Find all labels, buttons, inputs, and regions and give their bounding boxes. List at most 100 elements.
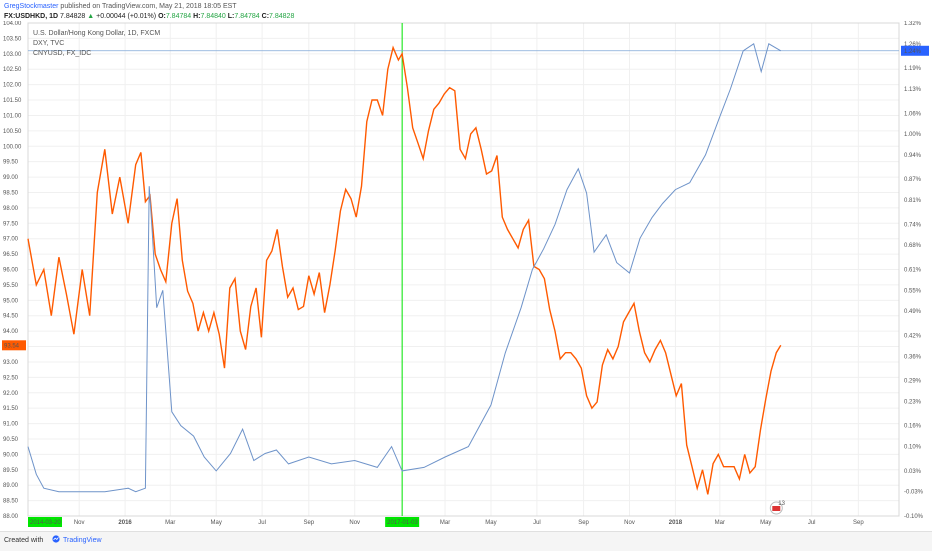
left-axis: 104.00 103.50 103.00 102.50 102.00 101.50 101.…: [3, 21, 22, 520]
left-tick-label: 103.00: [3, 52, 22, 58]
left-tick-label: 94.00: [3, 329, 19, 335]
left-tick-label: 102.00: [3, 83, 22, 89]
right-tick-label: 1.13%: [904, 87, 922, 93]
badges: 93.54 1.24% 13: [2, 45, 929, 515]
high-value: 7.84840: [200, 13, 226, 20]
high-label: H:: [193, 13, 201, 20]
us-flag-icon: [772, 506, 781, 511]
right-tick-label: 0.23%: [904, 399, 922, 405]
left-tick-label: 93.00: [3, 360, 19, 366]
symbol-label: FX:USDHKD, 1D: [4, 13, 59, 20]
low-label: L:: [227, 13, 235, 20]
x-tick-label: Mar: [440, 520, 450, 526]
right-tick-label: 0.55%: [904, 288, 922, 294]
price-value: 7.84828: [60, 13, 86, 20]
right-tick-label: 0.94%: [904, 153, 922, 159]
right-tick-label: 0.81%: [904, 198, 922, 204]
tradingview-link[interactable]: TradingView: [63, 537, 102, 544]
x-tick-label: Nov: [349, 520, 360, 526]
up-arrow-icon: ▲: [87, 13, 95, 20]
right-tick-label: 0.03%: [904, 469, 922, 475]
published-text: published on TradingView.com, May 21, 20…: [60, 3, 237, 10]
low-value: 7.84784: [234, 13, 260, 20]
author-link[interactable]: GregStockmaster: [4, 3, 59, 10]
close-label: C:: [261, 13, 270, 20]
left-tick-label: 88.00: [3, 514, 19, 520]
x-tick-label: Sep: [578, 520, 589, 526]
chart-svg[interactable]: 104.00 103.50 103.00 102.50 102.00 101.50 101.…: [0, 21, 932, 531]
x-date-badge: [385, 517, 420, 527]
tradingview-logo-icon: [52, 535, 60, 543]
x-tick-label: Nov: [74, 520, 85, 526]
left-tick-label: 96.50: [3, 252, 19, 258]
symbol-line: FX:USDHKD, 1D 7.84828 ▲ +0.00044 (+0.01%…: [4, 13, 294, 20]
left-tick-label: 101.50: [3, 98, 22, 104]
dxy-series-line: [27, 42, 782, 493]
open-label: O:: [158, 13, 166, 20]
left-tick-label: 98.50: [3, 190, 19, 196]
left-tick-label: 99.50: [3, 160, 19, 166]
legend-usdhkd: U.S. Dollar/Hong Kong Dollar, 1D, FXCM: [33, 30, 160, 37]
right-tick-label: 0.16%: [904, 424, 922, 430]
usdhkd-series-line: [27, 45, 782, 495]
x-tick-label: May: [485, 520, 496, 526]
right-tick-label: 0.61%: [904, 268, 922, 274]
event-count: 13: [778, 501, 785, 507]
right-tick-label: -0.10%: [904, 514, 924, 520]
right-tick-label: 1.19%: [904, 66, 922, 72]
left-tick-label: 104.00: [3, 21, 22, 27]
left-tick-label: 88.50: [3, 499, 19, 505]
right-tick-label: -0.03%: [904, 490, 924, 496]
x-axis: 2014-03-20 Nov 2016 Mar May Jul Sep Nov 2017-01-…: [28, 517, 864, 527]
left-tick-label: 99.00: [3, 175, 19, 181]
grid: [28, 22, 899, 517]
left-tick-label: 94.50: [3, 314, 19, 320]
x-tick-label: 2016: [118, 520, 132, 526]
left-tick-label: 89.00: [3, 483, 19, 489]
x-tick-label: Jul: [808, 520, 816, 526]
right-tick-label: 0.68%: [904, 243, 922, 249]
x-tick-label: Sep: [303, 520, 314, 526]
left-tick-label: 89.50: [3, 468, 19, 474]
left-tick-label: 92.50: [3, 375, 19, 381]
right-tick-label: 0.74%: [904, 222, 922, 228]
x-tick-label: May: [211, 520, 222, 526]
right-tick-label: 1.00%: [904, 132, 922, 138]
left-tick-label: 90.50: [3, 437, 19, 443]
left-tick-label: 92.00: [3, 391, 19, 397]
x-tick-label: 2014-03-20: [30, 520, 61, 526]
left-tick-label: 98.00: [3, 206, 19, 212]
right-price-badge: [901, 45, 929, 56]
change-value: +0.00044 (+0.01%): [96, 13, 157, 20]
close-value: 7.84828: [269, 13, 295, 20]
publish-line: GregStockmaster published on TradingView…: [4, 3, 237, 10]
left-tick-label: 100.00: [3, 144, 22, 150]
right-tick-label: 0.42%: [904, 333, 922, 339]
footer: Created with TradingView: [0, 531, 932, 551]
left-tick-label: 96.00: [3, 268, 19, 274]
x-tick-label: Mar: [165, 520, 175, 526]
x-tick-label: Sep: [853, 520, 864, 526]
right-tick-label: 1.26%: [904, 42, 922, 48]
left-tick-label: 91.00: [3, 422, 19, 428]
x-tick-label: Nov: [624, 520, 635, 526]
left-tick-label: 95.00: [3, 298, 19, 304]
right-tick-label: 0.87%: [904, 177, 922, 183]
legend-dxy: DXY, TVC: [33, 40, 64, 47]
left-tick-label: 90.00: [3, 452, 19, 458]
left-tick-label: 100.50: [3, 129, 22, 135]
left-tick-label: 95.50: [3, 283, 19, 289]
x-tick-label: 2017-01-03: [387, 520, 418, 526]
legend-cnyusd: CNYUSD, FX_IDC: [33, 50, 91, 57]
chart-area[interactable]: 104.00 103.50 103.00 102.50 102.00 101.50 101.…: [0, 21, 932, 531]
right-price-badge-text: 1.24%: [904, 49, 922, 55]
x-tick-label: Jul: [533, 520, 541, 526]
legend: U.S. Dollar/Hong Kong Dollar, 1D, FXCM D…: [33, 30, 160, 57]
right-tick-label: 1.06%: [904, 111, 922, 117]
x-tick-label: Jul: [258, 520, 266, 526]
right-tick-label: 0.49%: [904, 309, 922, 315]
left-tick-label: 91.50: [3, 406, 19, 412]
open-value: 7.84784: [165, 13, 192, 20]
right-tick-label: 0.36%: [904, 354, 922, 360]
right-tick-label: 0.10%: [904, 445, 922, 451]
